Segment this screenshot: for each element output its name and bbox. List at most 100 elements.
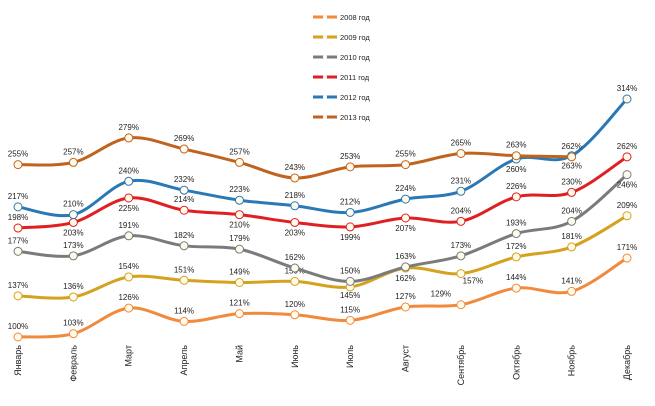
data-label: 163% [395, 252, 415, 261]
legend-label: 2011 год [340, 73, 370, 82]
legend-marker [323, 95, 327, 99]
series-2011: 198% 203% 225% 214% 210% 203% 199% 207% 204% 226%… [8, 142, 637, 242]
data-label: 103% [63, 319, 83, 328]
data-label: 209% [617, 201, 637, 210]
data-point [345, 162, 355, 172]
data-label: 149% [229, 268, 249, 277]
data-label: 246% [617, 181, 637, 190]
legend-item: 2010 год [313, 53, 370, 62]
data-point [124, 231, 134, 241]
data-point [345, 207, 355, 217]
series-2008: 100% 103% 126% 114% 121% 120% 115% 127% 129% 144%… [8, 243, 637, 342]
legend-label: 2009 год [340, 33, 370, 42]
data-point [68, 157, 78, 167]
data-point [13, 160, 23, 170]
data-point [234, 210, 244, 220]
data-point [290, 217, 300, 227]
data-point [622, 211, 632, 221]
data-point [622, 94, 632, 104]
data-label: 257% [229, 147, 249, 156]
data-point [567, 216, 577, 226]
data-label: 255% [8, 150, 28, 159]
data-label: 115% [340, 305, 360, 314]
legend-label: 2013 год [340, 113, 370, 122]
data-point [68, 251, 78, 261]
series-line [16, 97, 629, 218]
data-point [401, 262, 411, 272]
data-label: 145% [340, 291, 360, 300]
x-tick-label: Июль [345, 345, 355, 368]
data-label: 127% [395, 292, 415, 301]
data-label: 210% [229, 221, 249, 230]
x-tick-label: Август [401, 345, 411, 372]
data-label: 243% [285, 163, 305, 172]
data-label: 179% [229, 234, 249, 243]
data-point [179, 144, 189, 154]
data-label: 262% [561, 142, 581, 151]
legend-item: 2009 год [313, 33, 370, 42]
data-label: 204% [561, 206, 581, 215]
data-label: 230% [561, 177, 581, 186]
data-point [234, 244, 244, 254]
data-point [567, 286, 577, 296]
data-label: 162% [395, 274, 415, 283]
data-label: 225% [118, 204, 138, 213]
data-point [345, 315, 355, 325]
data-label: 226% [506, 182, 526, 191]
x-tick-label: Март [124, 345, 134, 367]
x-tick-label: Февраль [68, 345, 78, 382]
data-label: 217% [8, 192, 28, 201]
data-point [456, 251, 466, 261]
data-label: 203% [285, 228, 305, 237]
data-label: 232% [174, 175, 194, 184]
data-label: 204% [451, 206, 471, 215]
legend-marker [323, 55, 327, 59]
data-point [345, 276, 355, 286]
data-point [567, 187, 577, 197]
data-point [124, 133, 134, 143]
data-point [567, 152, 577, 162]
data-label: 144% [506, 273, 526, 282]
legend-item: 2011 год [313, 73, 370, 82]
x-tick-label: Сентябрь [456, 345, 466, 386]
data-point [68, 329, 78, 339]
data-point [290, 173, 300, 183]
data-label: 157% [463, 277, 483, 286]
data-point [124, 193, 134, 203]
data-point [234, 157, 244, 167]
legend-label: 2008 год [340, 13, 370, 22]
data-label: 151% [174, 265, 194, 274]
data-point [179, 275, 189, 285]
data-label: 141% [561, 276, 581, 285]
data-label: 207% [395, 224, 415, 233]
data-label: 173% [451, 241, 471, 250]
data-label: 126% [118, 293, 138, 302]
data-point [567, 242, 577, 252]
data-label: 224% [395, 184, 415, 193]
data-label: 263% [506, 141, 526, 150]
data-point [179, 185, 189, 195]
legend-label: 2010 год [340, 53, 370, 62]
data-point [124, 272, 134, 282]
data-point [234, 309, 244, 319]
data-point [124, 176, 134, 186]
series-2013: 255% 257% 279% 269% 257% 243% 253% 255% 265% 263%… [8, 123, 582, 183]
series-line [16, 214, 629, 300]
data-label: 223% [229, 185, 249, 194]
data-point [13, 291, 23, 301]
data-point [456, 186, 466, 196]
data-point [234, 278, 244, 288]
legend-marker [323, 35, 327, 39]
data-point [68, 292, 78, 302]
data-point [234, 195, 244, 205]
data-label: 121% [229, 299, 249, 308]
data-point [179, 205, 189, 215]
data-label: 199% [340, 233, 360, 242]
series-2010: 177% 173% 191% 182% 179% 162% 150% 163% 173% 193%… [8, 170, 637, 286]
data-point [401, 302, 411, 312]
data-point [456, 300, 466, 310]
data-label: 263% [561, 162, 581, 171]
data-point [456, 269, 466, 279]
data-label: 191% [118, 221, 138, 230]
